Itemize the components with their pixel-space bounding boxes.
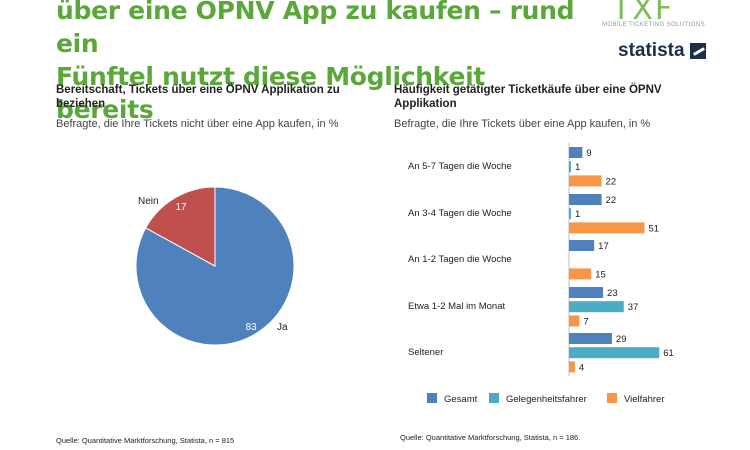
bar-value-label: 23 [607, 288, 618, 299]
bar-gelegenheitsfahrer [569, 208, 571, 220]
bar-value-label: 1 [575, 162, 580, 173]
statista-logo-icon [690, 43, 706, 59]
bar-value-label: 37 [628, 302, 639, 313]
legend-swatch [427, 393, 437, 403]
bar-source: Quelle: Quantitative Marktforschung, Sta… [400, 433, 581, 442]
bar-value-label: 51 [648, 223, 659, 234]
legend-swatch [607, 393, 617, 403]
bar-category-label: An 1-2 Tagen die Woche [408, 254, 512, 265]
bar-title: Häufigkeit getätigter Ticketkäufe über e… [394, 84, 662, 110]
bar-vielfahrer [569, 175, 602, 187]
bar-value-label: 1 [575, 209, 580, 220]
txf-logo: TXF [612, 0, 675, 27]
pie-chart: 83 Ja 17 Nein [135, 186, 295, 346]
bar-vielfahrer [569, 268, 592, 280]
bar-gesamt [569, 287, 604, 298]
txf-logo-subtitle: MOBILE TICKETING SOLUTIONS [602, 22, 705, 28]
legend-swatch [489, 393, 499, 403]
headline-line-1: über eine ÖPNV App zu kaufen – rund ein [56, 0, 575, 58]
bar-gesamt [569, 240, 595, 251]
bar-gelegenheitsfahrer [569, 161, 571, 173]
bar-gesamt [569, 333, 612, 344]
bar-value-label: 61 [663, 348, 674, 359]
pie-title: Bereitschaft, Tickets über eine ÖPNV App… [56, 84, 340, 110]
legend-label: Vielfahrer [624, 394, 665, 405]
bar-value-label: 29 [616, 334, 627, 345]
pie-source: Quelle: Quantitative Marktforschung, Sta… [56, 436, 235, 445]
bar-value-label: 15 [595, 269, 606, 280]
bar-value-label: 7 [583, 316, 588, 327]
pie-value-label: 83 [245, 322, 257, 333]
bar-value-label: 9 [586, 148, 591, 159]
bar-value-label: 17 [598, 241, 609, 252]
bar-gesamt [569, 194, 602, 205]
legend-label: Gelegenheitsfahrer [506, 394, 587, 405]
pie-category-label: Ja [277, 322, 288, 333]
legend-label: Gesamt [444, 394, 478, 405]
bar-vielfahrer [569, 222, 645, 234]
bar-category-label: Etwa 1-2 Mal im Monat [408, 301, 506, 312]
bar-gelegenheitsfahrer [569, 347, 660, 359]
bar-vielfahrer [569, 361, 575, 373]
bar-category-label: Seltener [408, 347, 443, 358]
bar-subtitle: Befragte, die Ihre Tickets über eine App… [394, 118, 651, 130]
bar-category-label: An 3-4 Tagen die Woche [408, 208, 512, 219]
bar-value-label: 22 [606, 176, 617, 187]
bar-gelegenheitsfahrer [569, 301, 624, 313]
statista-logo: statista [618, 40, 685, 61]
bar-gesamt [569, 147, 583, 158]
headline-line-2: Fünftel nutzt diese Möglichkeit bereits [56, 62, 486, 124]
pie-subtitle: Befragte, die Ihre Tickets nicht über ei… [56, 118, 339, 130]
bar-value-label: 22 [606, 195, 617, 206]
pie-category-label: Nein [138, 196, 159, 207]
pie-value-label: 17 [175, 202, 187, 213]
page-headline: über eine ÖPNV App zu kaufen – rund ein … [56, 0, 576, 126]
bar-vielfahrer [569, 315, 580, 327]
bar-category-label: An 5-7 Tagen die Woche [408, 161, 512, 172]
pie-slice-nein [145, 186, 216, 267]
bar-value-label: 4 [579, 362, 584, 373]
